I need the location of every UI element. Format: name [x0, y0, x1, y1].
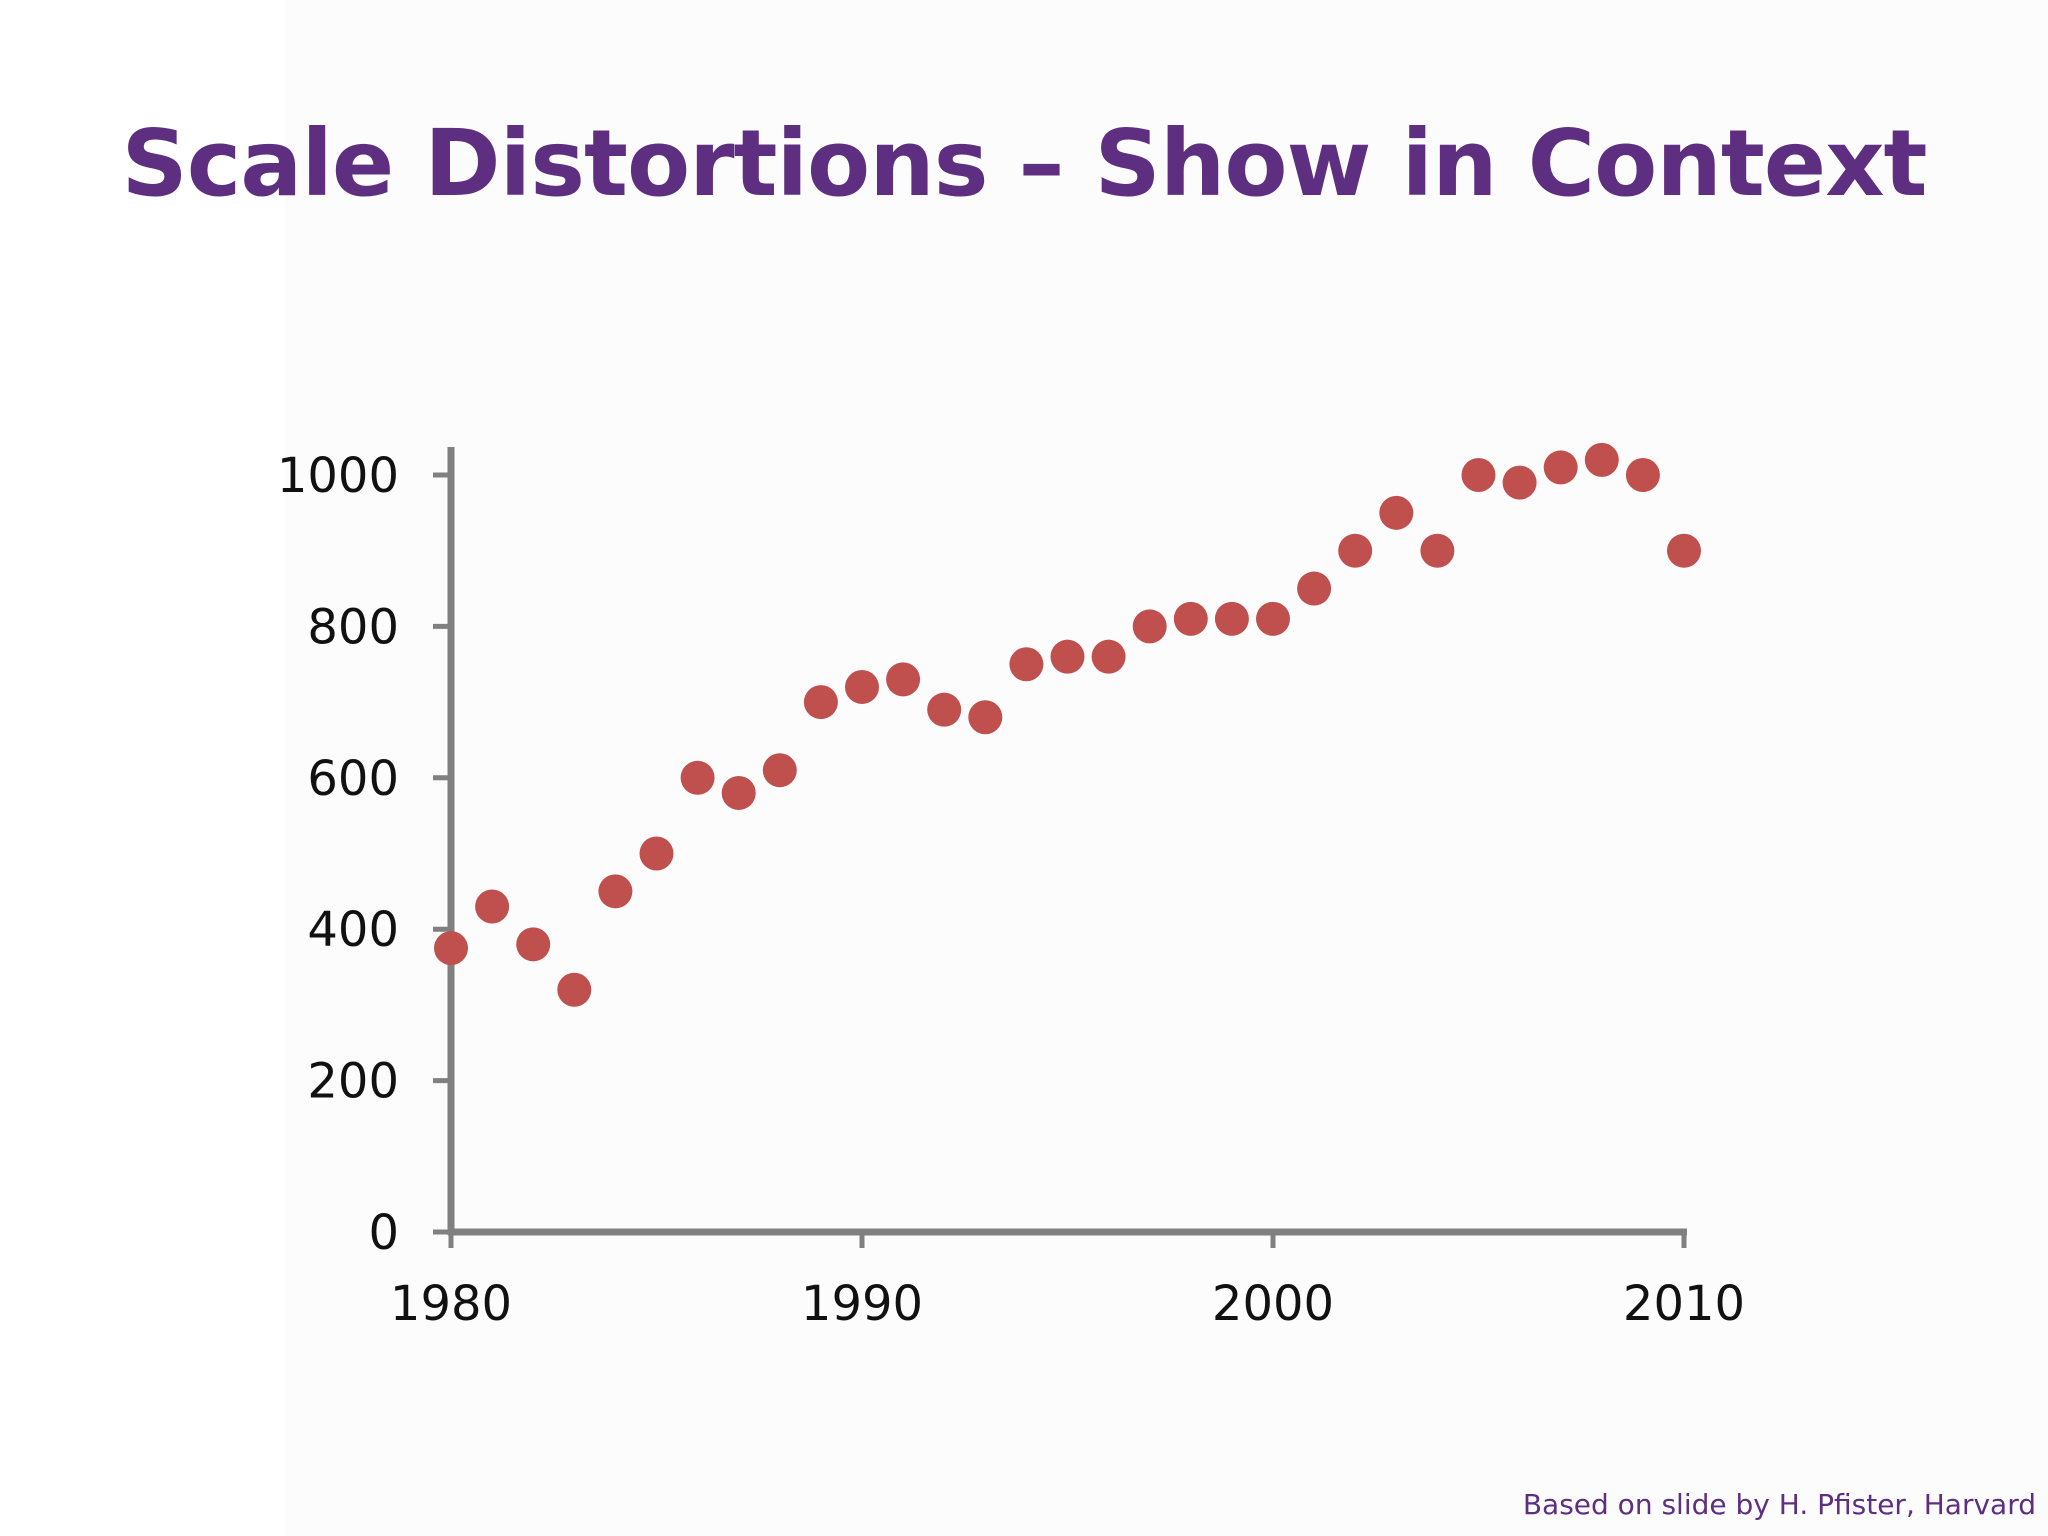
data-point — [557, 972, 592, 1007]
data-point — [1502, 465, 1537, 500]
data-point — [434, 931, 468, 966]
y-tick-label: 1000 — [277, 448, 399, 504]
data-points — [434, 442, 1701, 1007]
x-tick-label: 1990 — [801, 1276, 923, 1332]
chart-axes — [447, 447, 1687, 1236]
data-point — [1256, 601, 1290, 636]
credit-note: Based on slide by H. Pfister, Harvard — [1522, 1488, 2036, 1521]
data-point — [1050, 639, 1085, 674]
data-point — [1132, 609, 1167, 644]
data-point — [1420, 533, 1455, 568]
y-tick-label: 400 — [307, 902, 399, 958]
data-point — [803, 685, 838, 720]
data-point — [927, 692, 962, 727]
data-point — [721, 775, 756, 810]
x-axis-ticks: 1980 1990 2000 2010 — [390, 1232, 1745, 1332]
data-point — [639, 836, 674, 871]
x-tick-label: 1980 — [390, 1276, 512, 1332]
y-axis-ticks: 0 200 400 600 800 1000 — [277, 448, 451, 1261]
data-point — [1543, 450, 1578, 485]
data-point — [598, 874, 633, 909]
data-point — [845, 669, 879, 704]
data-point — [762, 753, 797, 788]
data-point — [1584, 442, 1619, 477]
y-tick-label: 800 — [307, 599, 399, 655]
data-point — [680, 760, 715, 795]
x-tick-label: 2000 — [1212, 1276, 1334, 1332]
data-point — [1091, 639, 1126, 674]
y-tick-label: 200 — [307, 1054, 399, 1110]
data-point — [1667, 533, 1701, 568]
data-point — [1379, 495, 1414, 530]
data-point — [1173, 601, 1208, 636]
data-point — [1214, 601, 1249, 636]
slide-background — [285, 0, 2048, 1536]
slide-title: Scale Distortions – Show in Context — [121, 110, 1927, 217]
y-tick-label: 0 — [368, 1205, 399, 1261]
data-point — [968, 700, 1003, 735]
data-point — [1625, 458, 1660, 492]
data-point — [475, 889, 510, 924]
y-tick-label: 600 — [307, 751, 399, 807]
data-point — [886, 662, 921, 697]
data-point — [1297, 571, 1332, 606]
data-point — [1338, 533, 1373, 568]
data-point — [1461, 458, 1496, 492]
data-point — [1009, 647, 1044, 682]
x-tick-label: 2010 — [1623, 1276, 1745, 1332]
data-point — [516, 927, 551, 962]
